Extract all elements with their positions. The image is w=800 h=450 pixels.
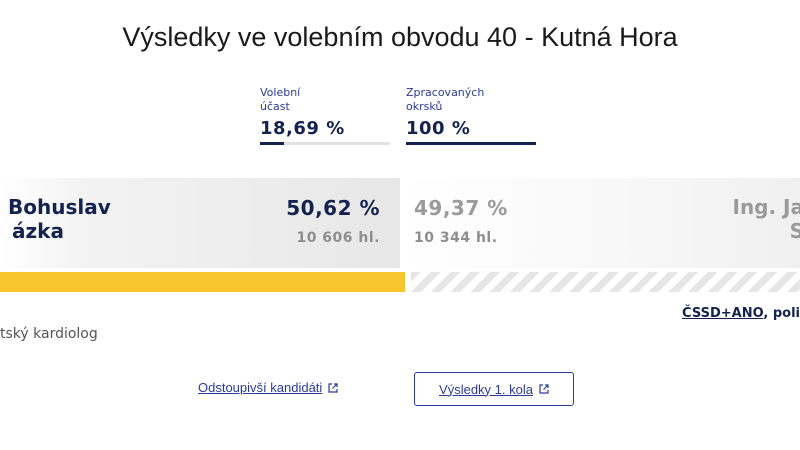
- processed-value: 100 %: [406, 118, 471, 139]
- party-link[interactable]: ČSSD+ANO: [682, 306, 764, 321]
- right-candidate-votes: 10 344 hl.: [414, 230, 498, 246]
- right-candidate-band: [400, 178, 800, 268]
- turnout-label: Volební účast: [260, 86, 301, 113]
- left-candidate-name[interactable]: Bohuslav ázka: [8, 195, 111, 243]
- turnout-progress: [260, 142, 390, 145]
- left-candidate-percent: 50,62 %: [286, 196, 380, 220]
- left-candidate-profession: tský kardiolog: [0, 326, 98, 342]
- turnout-value: 18,69 %: [260, 118, 345, 139]
- party-rest: , poli: [763, 306, 800, 321]
- processed-label: Zpracovaných okrsků: [406, 86, 485, 113]
- left-candidate-votes: 10 606 hl.: [296, 230, 380, 246]
- left-candidate-result-bar: [0, 272, 405, 292]
- left-candidate-band: [0, 178, 400, 268]
- right-candidate-party: ČSSD+ANO, poli: [682, 306, 800, 321]
- right-candidate-name[interactable]: Ing. Ja S: [732, 195, 800, 243]
- external-link-icon: [328, 383, 338, 393]
- right-candidate-result-bar: [411, 272, 800, 292]
- processed-progress: [406, 142, 536, 145]
- processed-progress-fill: [406, 142, 536, 145]
- external-link-icon: [539, 384, 549, 394]
- first-round-results-button[interactable]: Výsledky 1. kola: [414, 372, 574, 406]
- right-candidate-percent: 49,37 %: [414, 196, 508, 220]
- processed-stat: Zpracovaných okrsků 100 %: [406, 86, 536, 145]
- withdrawn-candidates-link[interactable]: Odstoupivší kandidáti: [198, 380, 338, 395]
- page-title: Výsledky ve volebním obvodu 40 - Kutná H…: [122, 22, 678, 52]
- turnout-stat: Volební účast 18,69 %: [260, 86, 390, 145]
- turnout-progress-fill: [260, 142, 285, 145]
